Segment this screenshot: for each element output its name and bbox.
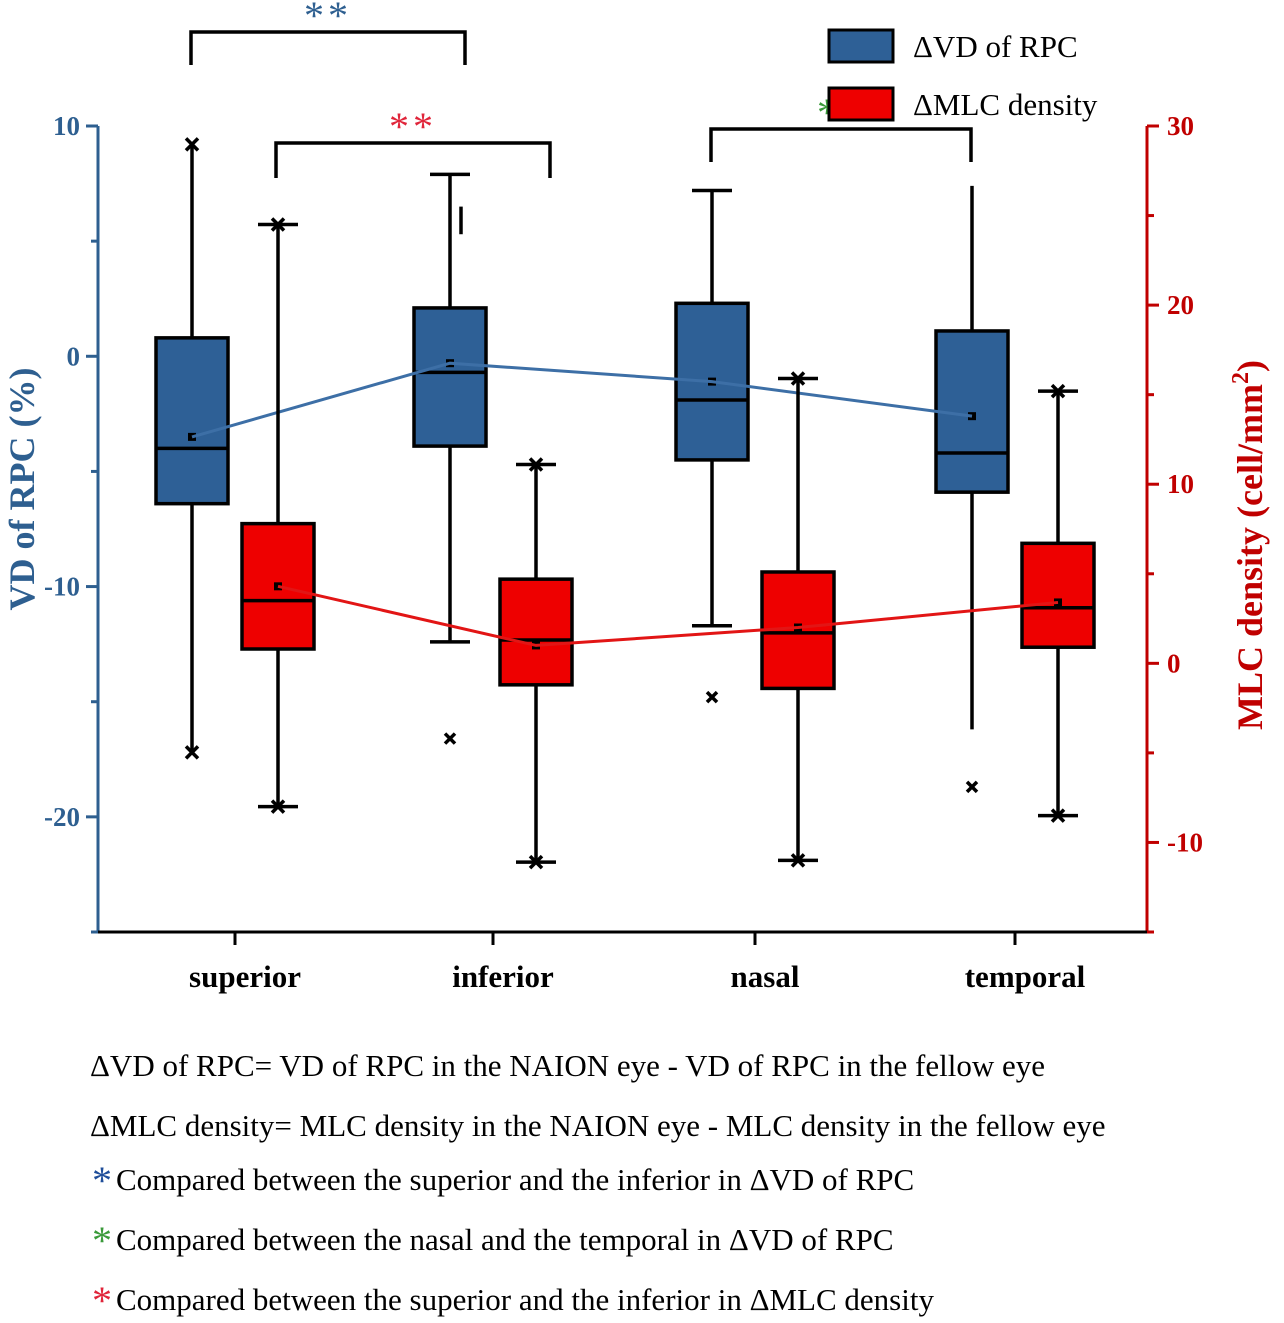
mlc-min-marker-superior-stroke [270,799,286,814]
vd-outlier-inferior [443,732,457,745]
right-axis-title-close: ) [1230,360,1270,372]
left-tick-label: 10 [53,111,80,141]
legend-label: ΔVD of RPC [913,29,1078,64]
green-asterisk-icon: * [92,1218,112,1263]
mlc-max-marker-superior-stroke [270,217,286,232]
significance-label: ** [304,0,352,38]
significance-label: ** [389,104,437,149]
vd-outlier-temporal-stroke [965,780,979,794]
left-tick-label: 0 [67,341,81,371]
vd-min-marker-superior-stroke [184,745,200,760]
vd-max-marker-superior [184,137,200,152]
significance-bracket [274,141,552,178]
legend-label: ΔMLC density [913,87,1098,122]
note-text: Compared between the superior and the in… [116,1282,934,1317]
vd-box-inferior [412,306,488,448]
vd-mean-line [191,361,973,439]
note-text: ΔMLC density= MLC density in the NAION e… [90,1108,1106,1143]
vd-outlier-nasal-stroke [705,690,719,704]
note-blue-star: * Compared between the superior and the i… [92,1161,915,1201]
red-asterisk-icon: * [92,1278,112,1323]
left-axis-title: VD of RPC (%) [2,368,42,611]
mlc-max-marker-temporal [1050,383,1066,399]
right-tick-label: -10 [1167,827,1203,857]
note-delta-mlc-definition: ΔMLC density= MLC density in the NAION e… [90,1108,1106,1144]
note-green-star: * Compared between the nasal and the temp… [92,1221,894,1261]
mlc-max-marker-inferior [528,457,544,472]
mlc-min-marker-superior [270,799,286,814]
mlc-max-marker-temporal-stroke [1050,383,1066,399]
vd-min-marker-superior [184,745,200,760]
vd-max-marker-superior-stroke [184,137,200,152]
mlc-box-temporal [1020,541,1096,649]
mlc-max-marker-superior [270,217,286,232]
x-tick-label-superior: superior [189,959,301,994]
right-tick-label: 20 [1167,290,1194,320]
mlc-mean-line [277,584,1059,647]
note-text: ΔVD of RPC= VD of RPC in the NAION eye -… [90,1048,1046,1083]
vd-box-superior [154,336,230,506]
significance-bracket [189,30,467,65]
mlc-max-marker-nasal-stroke [790,371,806,386]
legend-swatch [827,28,895,64]
mlc-min-marker-nasal [790,853,806,868]
vd-outlier-inferior-stroke [443,732,457,745]
right-axis-title-main: MLC density (cell/mm [1230,384,1270,730]
right-tick-label: 10 [1167,469,1194,499]
right-axis-title: MLC density (cell/mm2) [1228,360,1270,730]
mlc-min-marker-inferior-stroke [528,854,544,870]
mlc-max-marker-inferior-stroke [528,457,544,472]
note-delta-vd-definition: ΔVD of RPC= VD of RPC in the NAION eye -… [90,1048,1045,1084]
vd-outlier-nasal [705,690,719,704]
mlc-min-marker-temporal-stroke [1050,808,1066,823]
x-tick-label-nasal: nasal [731,959,800,994]
blue-asterisk-icon: * [92,1158,112,1203]
chart-svg: 10 0 -10 -20 30 20 10 0 -10 superior inferior nasal… [2,0,1270,994]
mlc-min-marker-temporal [1050,808,1066,823]
right-tick-label: 0 [1167,648,1181,678]
note-text: Compared between the superior and the in… [116,1162,915,1197]
left-tick-label: -10 [44,572,80,602]
mlc-min-marker-inferior [528,854,544,870]
mlc-min-marker-nasal-stroke [790,853,806,868]
vd-outlier-temporal [965,780,979,794]
right-tick-label: 30 [1167,111,1194,141]
legend-swatch [827,86,895,122]
x-tick-label-inferior: inferior [452,959,554,994]
significance-bracket [709,127,973,162]
x-tick-label-temporal: temporal [965,959,1086,994]
note-red-star: * Compared between the superior and the i… [92,1281,934,1321]
right-axis-title-superscript: 2 [1228,372,1254,384]
mlc-box-inferior [498,577,574,687]
mlc-max-marker-nasal [790,371,806,386]
left-tick-label: -20 [44,802,80,832]
note-text: Compared between the nasal and the tempo… [116,1222,894,1257]
